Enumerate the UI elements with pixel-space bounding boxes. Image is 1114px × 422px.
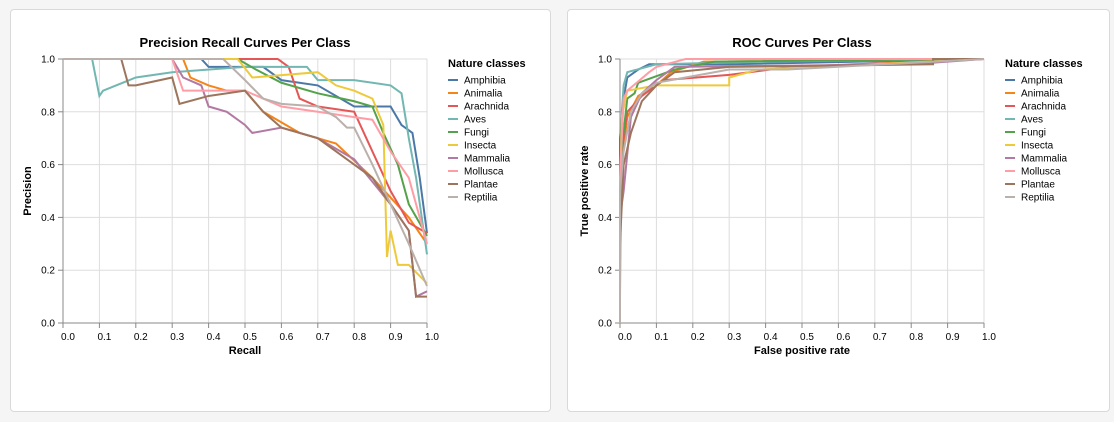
legend-item-fungi: Fungi (1021, 128, 1046, 139)
x-tick-label: 0.8 (909, 332, 923, 343)
x-tick-label: 0.3 (170, 332, 184, 343)
x-tick-label: 0.5 (243, 332, 257, 343)
legend-item-insecta: Insecta (464, 141, 497, 152)
x-tick-label: 0.0 (61, 332, 75, 343)
y-tick-label: 0.8 (41, 107, 55, 118)
series-line-reptilia (63, 58, 428, 287)
x-tick-label: 0.6 (279, 332, 293, 343)
legend-item-mollusca: Mollusca (464, 167, 504, 178)
x-tick-label: 1.0 (425, 332, 439, 343)
roc-curve-chart: ROC Curves Per Class 0.0 0.1 0.2 0.3 0.4 0.5 0.… (579, 35, 1083, 357)
y-tick-label: 0.6 (598, 160, 612, 171)
y-tick-label: 1.0 (598, 55, 612, 66)
y-tick-label: 0.6 (41, 160, 55, 171)
x-tick-label: 0.4 (764, 332, 778, 343)
legend-item-mammalia: Mammalia (464, 154, 511, 165)
legend-item-aves: Aves (1021, 115, 1043, 126)
x-tick-label: 0.9 (946, 332, 960, 343)
y-tick-label: 0.8 (598, 107, 612, 118)
series-line-insecta (63, 58, 428, 285)
pr-curve-card: Precision Recall Curves Per Class 0.0 0.1 0… (10, 9, 551, 412)
y-tick-label: 0.4 (598, 213, 612, 224)
legend-title: Nature classes (1005, 58, 1083, 70)
x-tick-label: 0.0 (618, 332, 632, 343)
chart-title: ROC Curves Per Class (732, 35, 871, 50)
x-tick-label: 0.2 (134, 332, 148, 343)
x-tick-label: 0.3 (727, 332, 741, 343)
chart-title: Precision Recall Curves Per Class (139, 35, 350, 50)
series-line-amphibia (63, 58, 428, 234)
y-tick-label: 0.2 (598, 266, 612, 277)
y-tick-label: 0.0 (41, 319, 55, 330)
x-tick-label: 0.9 (389, 332, 403, 343)
x-axis-title: Recall (229, 345, 261, 357)
series-line-aves (63, 58, 428, 255)
roc-curve-card: ROC Curves Per Class 0.0 0.1 0.2 0.3 0.4 0.5 0.… (567, 9, 1110, 412)
series-line-mollusca (63, 58, 428, 245)
x-axis-title: False positive rate (754, 345, 850, 357)
x-tick-label: 1.0 (982, 332, 996, 343)
legend-item-reptilia: Reptilia (464, 193, 498, 204)
legend-item-fungi: Fungi (464, 128, 489, 139)
legend-item-arachnida: Arachnida (464, 102, 509, 113)
x-tick-label: 0.1 (97, 332, 111, 343)
legend-item-reptilia: Reptilia (1021, 193, 1055, 204)
x-tick-label: 0.5 (800, 332, 814, 343)
pr-curve-chart: Precision Recall Curves Per Class 0.0 0.1 0… (22, 35, 526, 357)
legend-item-aves: Aves (464, 115, 486, 126)
y-tick-label: 0.0 (598, 319, 612, 330)
series-line-arachnida (63, 58, 428, 235)
x-tick-label: 0.4 (207, 332, 221, 343)
series-line-fungi (63, 58, 428, 237)
x-tick-label: 0.6 (836, 332, 850, 343)
series-line-mollusca (619, 58, 984, 323)
legend-title: Nature classes (448, 58, 526, 70)
legend-item-arachnida: Arachnida (1021, 102, 1066, 113)
x-tick-label: 0.2 (691, 332, 705, 343)
x-tick-label: 0.8 (352, 332, 366, 343)
x-tick-label: 0.1 (654, 332, 668, 343)
series-line-plantae (63, 58, 427, 298)
legend-item-animalia: Animalia (1021, 89, 1060, 100)
legend-item-animalia: Animalia (464, 89, 503, 100)
y-tick-label: 0.4 (41, 213, 55, 224)
x-tick-label: 0.7 (873, 332, 887, 343)
legend-item-plantae: Plantae (464, 180, 498, 191)
y-tick-label: 1.0 (41, 55, 55, 66)
series-line-reptilia (619, 58, 985, 323)
legend-item-amphibia: Amphibia (1021, 76, 1063, 87)
y-axis-title: Precision (22, 166, 34, 216)
legend-item-mollusca: Mollusca (1021, 167, 1061, 178)
legend-item-amphibia: Amphibia (464, 76, 506, 87)
legend-item-plantae: Plantae (1021, 180, 1055, 191)
legend-item-mammalia: Mammalia (1021, 154, 1068, 165)
x-tick-label: 0.7 (316, 332, 330, 343)
y-axis-title: True positive rate (579, 145, 591, 236)
legend-item-insecta: Insecta (1021, 141, 1054, 152)
y-tick-label: 0.2 (41, 266, 55, 277)
